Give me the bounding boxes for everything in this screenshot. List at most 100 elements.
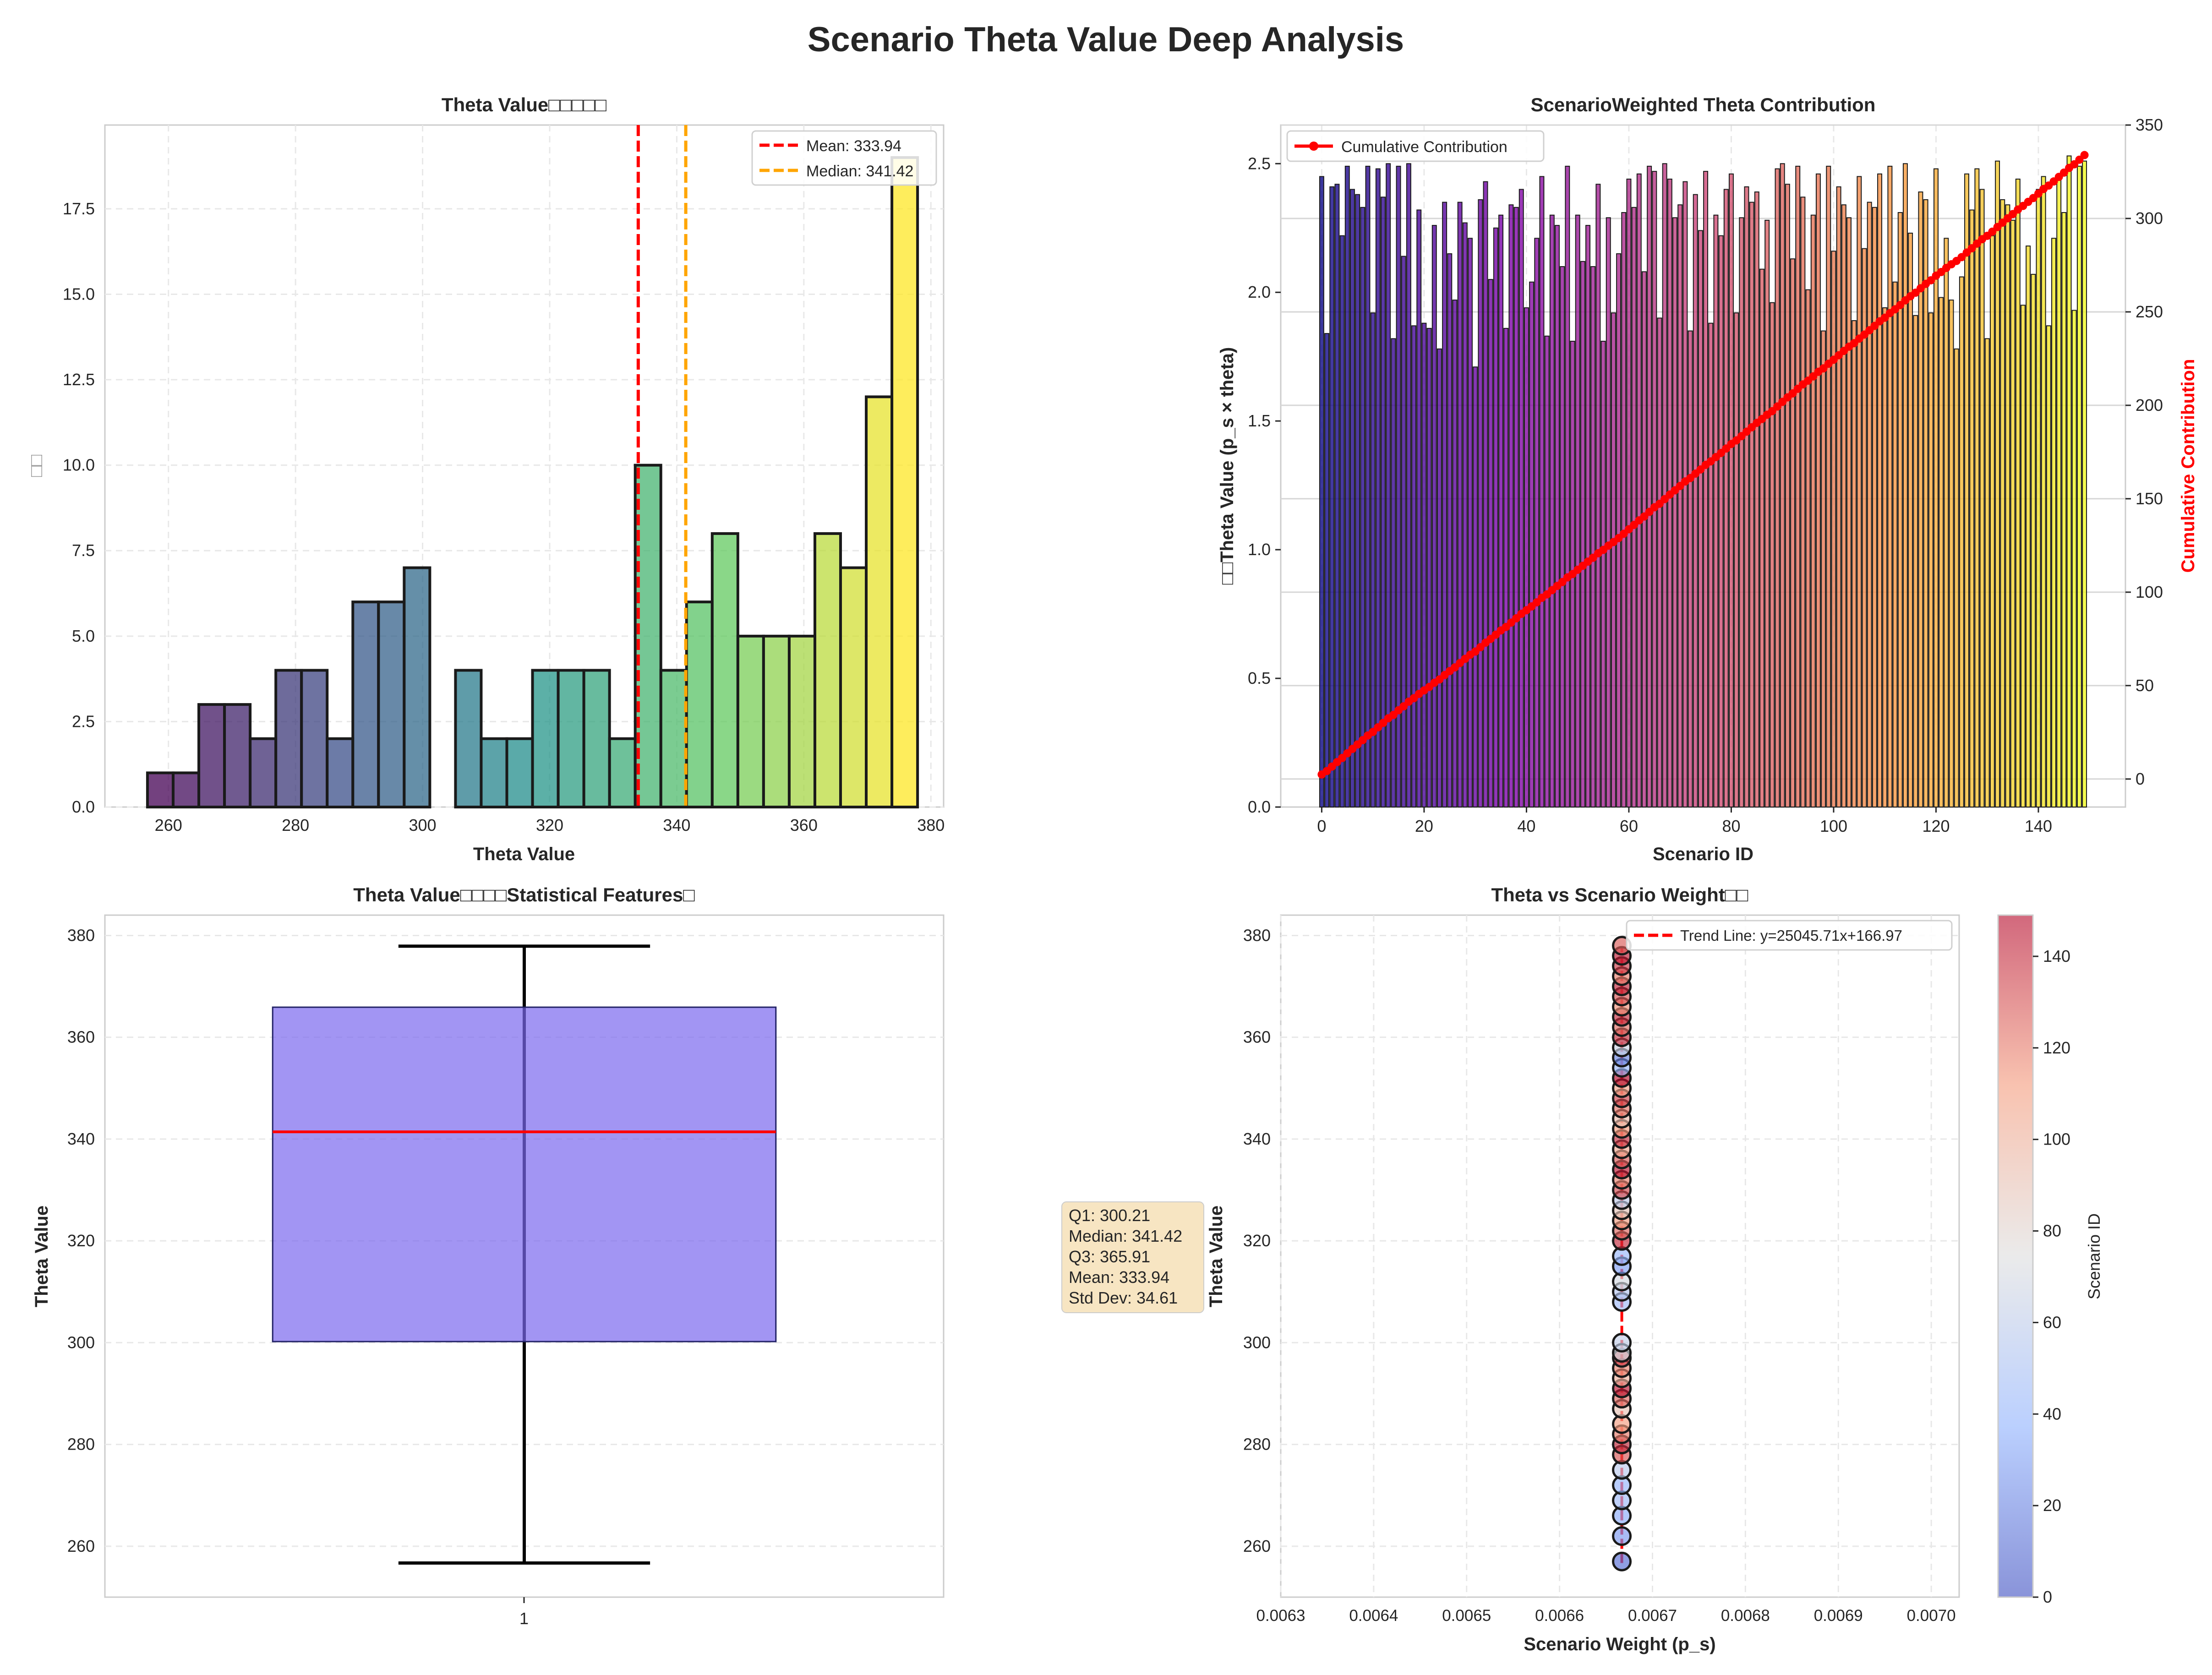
- weighted-bar: [1468, 238, 1473, 807]
- weighted-bar: [1984, 338, 1990, 807]
- weighted-bar: [1396, 165, 1401, 808]
- colorbar-tick-label: 60: [2043, 1313, 2061, 1331]
- weighted-bar: [1754, 191, 1759, 807]
- weighted-bar: [1493, 227, 1498, 807]
- hist-x-ticks: 260 280 300 320 340 360 380: [155, 816, 945, 835]
- weighted-bar: [1708, 322, 1714, 807]
- weighted-x-tick-label: 140: [2025, 817, 2052, 835]
- histogram-bar: [146, 771, 175, 808]
- histogram-bar: [787, 634, 816, 808]
- scatter-y-label: Theta Value: [1206, 1206, 1226, 1307]
- hist-x-tick-label: 360: [790, 816, 818, 835]
- cumulative-y-tick-label: 50: [2136, 676, 2154, 695]
- scatter-x-label: Scenario Weight (p_s): [1524, 1634, 1715, 1654]
- cumulative-y-tick-label: 200: [2136, 396, 2163, 415]
- weighted-bar: [1626, 178, 1632, 807]
- scatter-x-ticks: 0.0063 0.0064 0.0065 0.0066 0.0067 0.0068 0.00…: [1256, 1607, 1955, 1625]
- hist-x-tick-label: 280: [282, 816, 309, 835]
- weighted-bar: [1989, 235, 1995, 807]
- colorbar-tick-label: 80: [2043, 1222, 2061, 1240]
- weighted-bar: [1703, 171, 1709, 807]
- weighted-bar: [1560, 266, 1565, 807]
- weighted-y-tick-label: 1.5: [1248, 411, 1271, 430]
- histogram-bar: [454, 669, 483, 808]
- weighted-bar: [1529, 281, 1535, 807]
- weighted-bar: [1381, 196, 1386, 808]
- weighted-bar: [1386, 163, 1391, 808]
- weighted-bar: [1436, 348, 1442, 807]
- weighted-bar: [1611, 312, 1616, 807]
- weighted-bar: [1360, 207, 1365, 807]
- weighted-y-ticks: 0.0 0.5 1.0 1.5 2.0 2.5: [1248, 154, 1281, 816]
- stats-median: Median: 341.42: [1069, 1227, 1182, 1245]
- box-title: Theta Value□□□□Statistical Features□: [353, 884, 695, 906]
- weighted-bar: [1810, 214, 1816, 807]
- stats-text-box: Q1: 300.21 Median: 341.42 Q3: 365.91 Mea…: [1061, 1201, 1204, 1313]
- scatter-x-tick-label: 0.0065: [1442, 1607, 1491, 1625]
- weighted-bar: [1657, 317, 1662, 808]
- weighted-bar: [1831, 251, 1836, 807]
- box-y-tick-label: 280: [67, 1435, 95, 1454]
- weighted-bar: [1815, 173, 1821, 807]
- weighted-bar: [2076, 165, 2082, 808]
- hist-x-tick-label: 300: [409, 816, 437, 835]
- weighted-bar: [1928, 312, 1933, 807]
- weighted-bar: [1887, 165, 1893, 808]
- box-elements: [272, 944, 777, 1565]
- weighted-bar: [1319, 176, 1324, 808]
- cumulative-y-ticks: 0 50 100 150 200 250 300 350: [2125, 115, 2163, 788]
- colorbar-tick-label: 120: [2043, 1038, 2070, 1057]
- weighted-bar: [1734, 312, 1739, 807]
- hist-x-tick-label: 380: [917, 816, 945, 835]
- weighted-bar: [1426, 327, 1432, 807]
- cumulative-y-tick-label: 300: [2136, 209, 2163, 228]
- weighted-bar: [1462, 222, 1468, 807]
- cumulative-legend-marker: [1309, 142, 1318, 151]
- scatter-x-tick-label: 0.0066: [1535, 1607, 1584, 1625]
- histogram-bar: [197, 703, 226, 808]
- weighted-bar: [1580, 261, 1585, 807]
- weighted-bar: [2041, 176, 2046, 808]
- weighted-bar: [1616, 253, 1622, 808]
- weighted-bar: [1826, 165, 1831, 808]
- weighted-bar: [1728, 173, 1734, 807]
- weighted-bar: [1974, 168, 1980, 807]
- weighted-bar: [1892, 281, 1898, 807]
- weighted-y-tick-label: 1.0: [1248, 540, 1271, 559]
- histogram-bar: [736, 634, 765, 808]
- box-y-tick-label: 380: [67, 926, 95, 944]
- weighted-bar: [1406, 163, 1411, 808]
- histogram-bar: [710, 532, 739, 808]
- box-y-label: Theta Value: [32, 1206, 52, 1307]
- scatter-y-ticks: 260 280 300 320 340 360 380: [1243, 926, 1271, 1555]
- weighted-y-tick-label: 0.0: [1248, 797, 1271, 816]
- weighted-x-ticks: 0 20 40 60 80 100 120 140: [1317, 807, 2052, 835]
- hist-y-tick-label: 0.0: [72, 797, 95, 816]
- weighted-bar: [1790, 258, 1796, 807]
- hist-y-label: □□: [26, 455, 46, 477]
- weighted-bar: [1800, 196, 1806, 808]
- histogram-bar: [274, 669, 303, 808]
- weighted-bar: [1672, 217, 1678, 807]
- weighted-bar: [1539, 176, 1545, 808]
- weighted-bar: [1949, 300, 1954, 807]
- weighted-bar: [1575, 214, 1580, 807]
- weighted-bar: [1370, 312, 1376, 807]
- weighted-bar: [1759, 268, 1764, 807]
- weighted-bar: [1764, 219, 1770, 808]
- weighted-bar: [1805, 289, 1811, 807]
- cumulative-y-label: Cumulative Contribution: [2178, 359, 2198, 573]
- box-y-tick-label: 360: [67, 1028, 95, 1047]
- scatter-x-tick-label: 0.0064: [1349, 1607, 1398, 1625]
- weighted-y-tick-label: 0.5: [1248, 669, 1271, 687]
- stats-mean: Mean: 333.94: [1069, 1268, 1169, 1287]
- weighted-x-tick-label: 0: [1317, 817, 1326, 835]
- weighted-bar: [1841, 204, 1846, 807]
- weighted-bar: [2005, 204, 2010, 807]
- weighted-bar: [1565, 165, 1570, 808]
- weighted-bar: [1995, 160, 2000, 807]
- weighted-bar: [1600, 340, 1606, 807]
- scatter-point: [1612, 1551, 1632, 1571]
- hist-x-tick-label: 320: [536, 816, 563, 835]
- weighted-y-tick-label: 2.0: [1248, 283, 1271, 301]
